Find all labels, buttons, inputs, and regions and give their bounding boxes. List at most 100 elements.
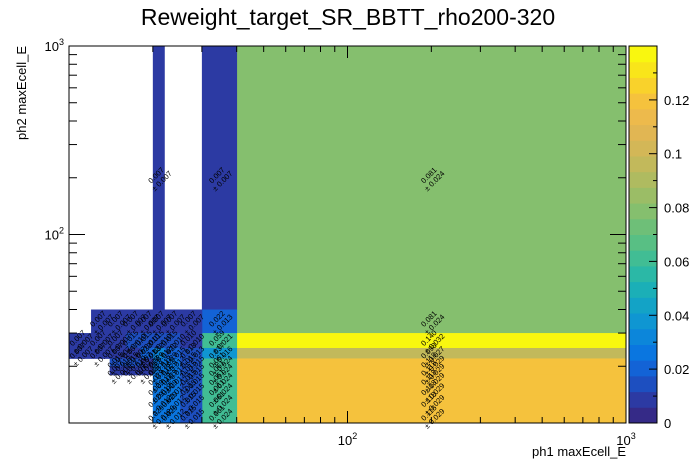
heatmap-cell bbox=[179, 358, 203, 367]
colorbar-tick-label: 0 bbox=[664, 416, 671, 431]
heatmap-cell bbox=[236, 347, 627, 359]
colorbar-swatch bbox=[629, 360, 657, 377]
colorbar-swatch bbox=[629, 250, 657, 267]
heatmap-cell bbox=[109, 358, 127, 367]
heatmap-cell bbox=[109, 309, 127, 334]
heatmap-cell bbox=[201, 333, 238, 349]
heatmap-cell bbox=[109, 347, 127, 359]
heatmap-cell bbox=[152, 395, 165, 409]
heatmap-cell bbox=[152, 374, 165, 385]
colorbar-swatch bbox=[629, 140, 657, 157]
heatmap-cell bbox=[152, 309, 165, 334]
heatmap-cell bbox=[236, 395, 627, 409]
heatmap-cell bbox=[164, 395, 181, 409]
x-tick-label: 103 bbox=[616, 431, 635, 448]
heatmap-cells bbox=[69, 46, 627, 424]
colorbar-swatch bbox=[629, 218, 657, 235]
colorbar-swatch bbox=[629, 234, 657, 251]
colorbar-swatch bbox=[629, 313, 657, 330]
heatmap-cell bbox=[125, 358, 141, 367]
y-tick-label: 103 bbox=[45, 37, 64, 54]
heatmap-cell bbox=[164, 408, 181, 424]
heatmap-cell bbox=[179, 333, 203, 349]
colorbar-swatch bbox=[629, 344, 657, 361]
heatmap-cell bbox=[125, 347, 141, 359]
heatmap-cell bbox=[125, 366, 141, 376]
colorbar-tick-label: 0.02 bbox=[664, 362, 689, 377]
heatmap-cell bbox=[236, 366, 627, 376]
heatmap-cell bbox=[152, 384, 165, 396]
heatmap-cell bbox=[109, 366, 127, 376]
heatmap-cell bbox=[164, 358, 181, 367]
color-scale: 0 0.02 0.04 0.06 0.08 0.1 0.12 bbox=[628, 45, 689, 431]
colorbar-swatch bbox=[629, 265, 657, 283]
heatmap-cell bbox=[179, 347, 203, 359]
heatmap-cell bbox=[164, 366, 181, 376]
heatmap-cell bbox=[201, 374, 238, 385]
colorbar-swatch bbox=[629, 187, 657, 204]
colorbar-swatch bbox=[629, 124, 657, 141]
heatmap-cell bbox=[201, 309, 238, 334]
heatmap-cell bbox=[179, 384, 203, 396]
heatmap-cell bbox=[201, 395, 238, 409]
heatmap-cell bbox=[164, 333, 181, 349]
heatmap-cell bbox=[164, 374, 181, 385]
colorbar-swatch bbox=[629, 407, 657, 424]
colorbar-swatch bbox=[629, 108, 657, 126]
colorbar-tick-label: 0.1 bbox=[664, 147, 682, 162]
heatmap-cell bbox=[201, 408, 238, 424]
heatmap-cell bbox=[152, 347, 165, 359]
heatmap-cell bbox=[236, 46, 627, 310]
heatmap-cell bbox=[236, 309, 627, 334]
heatmap-cell bbox=[201, 366, 238, 376]
axis-ticks: 102 103 102 103 bbox=[45, 37, 636, 448]
heatmap-cell bbox=[236, 384, 627, 396]
chart-title: Reweight_target_SR_BBTT_rho200-320 bbox=[141, 4, 555, 30]
heatmap-cell bbox=[152, 46, 165, 310]
colorbar-tick-label: 0.12 bbox=[664, 93, 689, 108]
colorbar-swatch bbox=[629, 93, 657, 110]
heatmap-cell bbox=[164, 384, 181, 396]
heatmap-cell bbox=[69, 333, 92, 349]
heatmap-cell bbox=[179, 374, 203, 385]
colorbar-swatch bbox=[629, 328, 657, 345]
colorbar-swatch bbox=[629, 297, 657, 314]
heatmap-cell bbox=[201, 347, 238, 359]
colorbar-swatch bbox=[629, 46, 657, 63]
heatmap-cell bbox=[91, 347, 111, 359]
y-tick-label: 102 bbox=[45, 226, 64, 243]
x-tick-label: 102 bbox=[338, 431, 357, 448]
heatmap-cell bbox=[236, 333, 627, 349]
colorbar-tick-label: 0.06 bbox=[664, 254, 689, 269]
heatmap-cell bbox=[201, 384, 238, 396]
heatmap-cell bbox=[236, 374, 627, 385]
colorbar-swatch bbox=[629, 375, 657, 393]
colorbar-swatch bbox=[629, 391, 657, 408]
heatmap-cell bbox=[152, 358, 165, 367]
heatmap-cell bbox=[201, 46, 238, 310]
colorbar-swatch bbox=[629, 77, 657, 94]
colorbar-swatch bbox=[629, 155, 657, 173]
colorbar-swatch bbox=[629, 61, 657, 78]
heatmap-cell bbox=[164, 309, 181, 334]
colorbar-swatch bbox=[629, 281, 657, 298]
colorbar-swatch bbox=[629, 171, 657, 188]
heatmap-cell bbox=[179, 408, 203, 424]
heatmap-cell bbox=[152, 333, 165, 349]
heatmap-cell bbox=[125, 333, 141, 349]
heatmap-cell bbox=[164, 347, 181, 359]
heatmap-cell bbox=[140, 366, 154, 376]
heatmap-cell bbox=[179, 366, 203, 376]
heatmap-cell bbox=[140, 333, 154, 349]
heatmap-cell bbox=[140, 309, 154, 334]
heatmap-cell bbox=[69, 347, 92, 359]
colorbar-swatch bbox=[629, 203, 657, 220]
heatmap-cell bbox=[140, 347, 154, 359]
heatmap-cell bbox=[201, 358, 238, 367]
x-axis-title: ph1 maxEcell_E bbox=[532, 444, 626, 459]
colorbar-tick-label: 0.04 bbox=[664, 308, 689, 323]
heatmap-cell bbox=[125, 309, 141, 334]
heatmap-cell bbox=[91, 333, 111, 349]
y-axis-title: ph2 maxEcell_E bbox=[14, 46, 29, 140]
heatmap-cell bbox=[179, 309, 203, 334]
